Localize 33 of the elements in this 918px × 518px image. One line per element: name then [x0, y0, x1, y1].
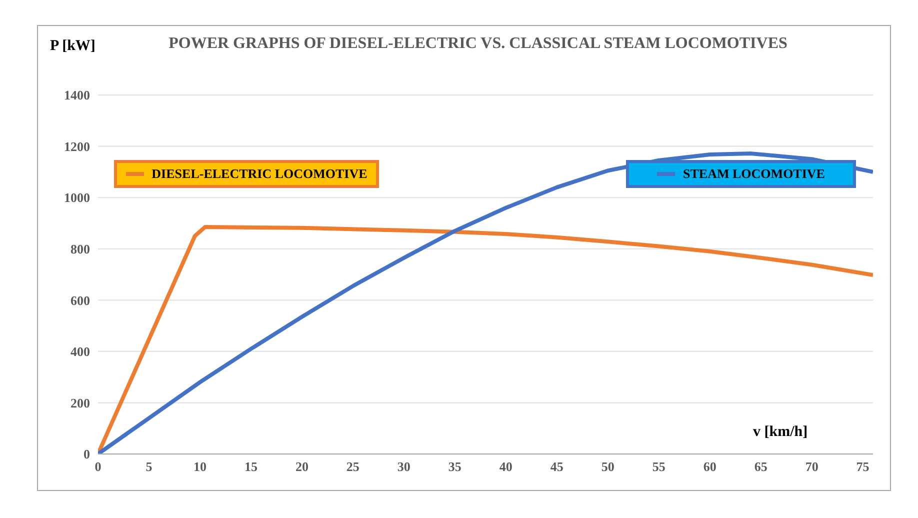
y-tick-label: 800: [70, 241, 90, 256]
line-series: [98, 225, 873, 454]
x-tick-label: 60: [703, 459, 716, 474]
x-tick-label: 70: [805, 459, 818, 474]
x-tick-label: 65: [754, 459, 768, 474]
x-tick-label: 35: [448, 459, 462, 474]
x-tick-label: 20: [295, 459, 308, 474]
legend-label: DIESEL-ELECTRIC LOCOMOTIVE: [152, 166, 368, 182]
x-tick-label: 10: [193, 459, 206, 474]
y-tick-label: 1200: [64, 138, 90, 154]
x-tick-label: 55: [652, 459, 666, 474]
x-tick-label: 40: [499, 459, 512, 474]
line-series: [98, 151, 873, 454]
legend-box: DIESEL-ELECTRIC LOCOMOTIVE: [114, 160, 379, 188]
y-tick-label: 200: [70, 395, 90, 410]
x-tick-label: 25: [346, 459, 360, 474]
x-tick-label: 45: [550, 459, 564, 474]
legend-label: STEAM LOCOMOTIVE: [683, 166, 825, 182]
x-tick-label: 0: [94, 459, 102, 474]
y-tick-label: 600: [70, 292, 90, 308]
y-tick-label: 400: [70, 344, 90, 360]
legend-box: STEAM LOCOMOTIVE: [626, 160, 856, 188]
x-tick-label: 75: [856, 459, 870, 474]
x-tick-label: 15: [244, 459, 258, 474]
x-tick-label: 30: [397, 459, 410, 474]
x-axis-title: v [km/h]: [753, 424, 808, 441]
y-tick-label: 1000: [64, 190, 90, 206]
chart-title: POWER GRAPHS OF DIESEL-ELECTRIC VS. CLASSICAL STEAM LOCOMOTIVES: [168, 34, 788, 54]
y-tick-label: 1400: [64, 88, 90, 103]
x-tick-label: 50: [601, 459, 614, 474]
x-tick-label: 5: [146, 459, 153, 474]
y-axis-title: P [kW]: [50, 38, 96, 55]
y-tick-label: 0: [84, 446, 90, 462]
